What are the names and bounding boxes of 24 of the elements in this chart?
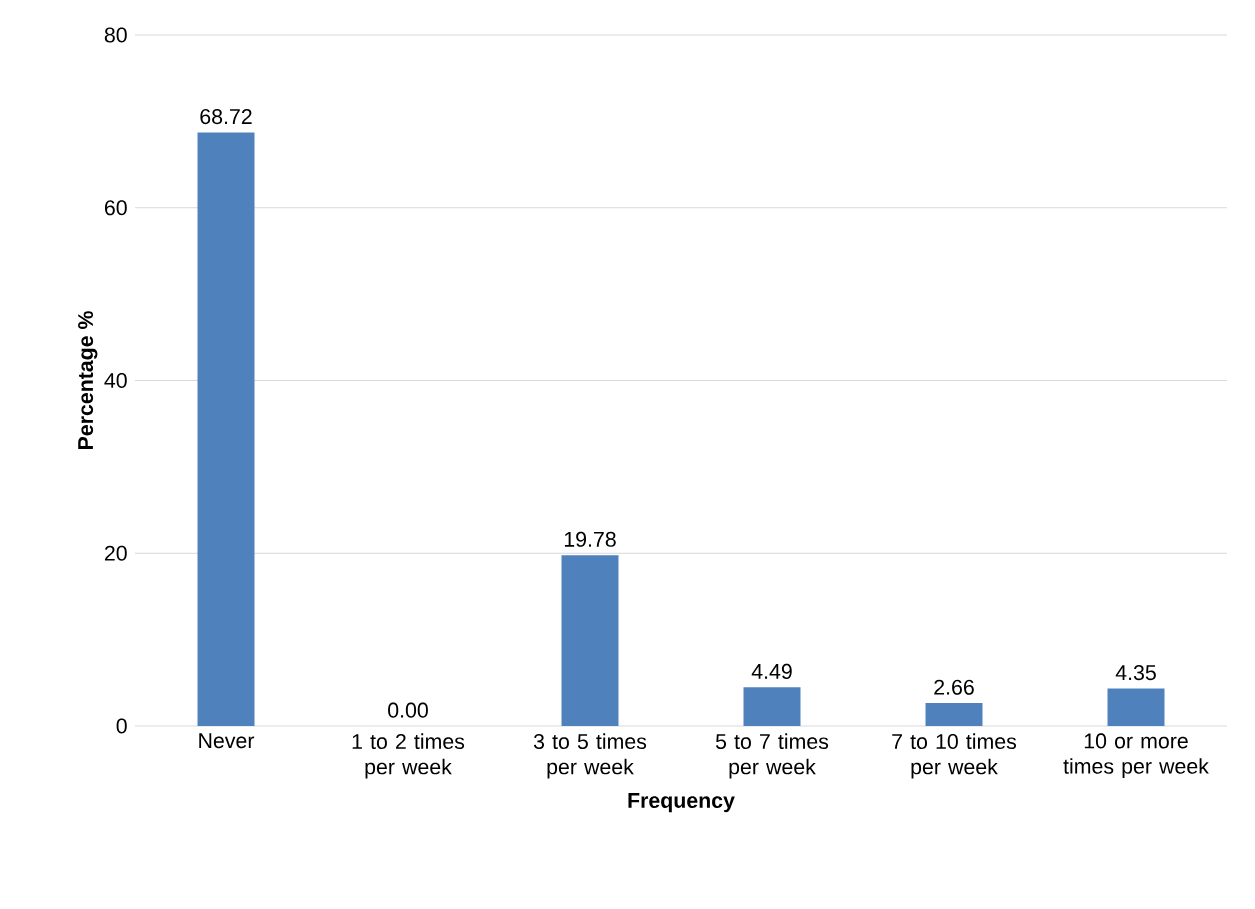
bar	[197, 132, 255, 726]
data-label: 4.49	[751, 663, 792, 679]
data-label: 4.35	[1115, 665, 1156, 681]
y-tick-label: 60	[104, 200, 127, 216]
bar	[743, 687, 801, 726]
x-tick-label: 1 to 2 times per week	[352, 733, 465, 779]
y-tick-label: 80	[104, 27, 127, 43]
y-axis-title: Percentage %	[78, 311, 98, 450]
y-tick-label: 20	[104, 545, 127, 561]
data-label: 68.72	[200, 109, 252, 125]
x-tick-label: 7 to 10 times per week	[892, 733, 1017, 779]
data-label: 0.00	[388, 702, 428, 718]
x-tick-label: 10 or more times per week	[1063, 733, 1209, 779]
x-tick-label: 5 to 7 times per week	[715, 733, 829, 779]
bar	[925, 703, 983, 726]
data-label: 19.78	[564, 531, 616, 547]
y-tick-label: 0	[116, 718, 127, 734]
x-axis-title: Frequency	[628, 793, 735, 813]
data-label: 2.66	[934, 679, 974, 695]
bar	[1107, 688, 1165, 726]
bar	[561, 555, 619, 726]
x-tick-label: 3 to 5 times per week	[533, 733, 647, 779]
x-tick-label: Never	[199, 733, 255, 749]
y-tick-label: 40	[104, 372, 127, 389]
